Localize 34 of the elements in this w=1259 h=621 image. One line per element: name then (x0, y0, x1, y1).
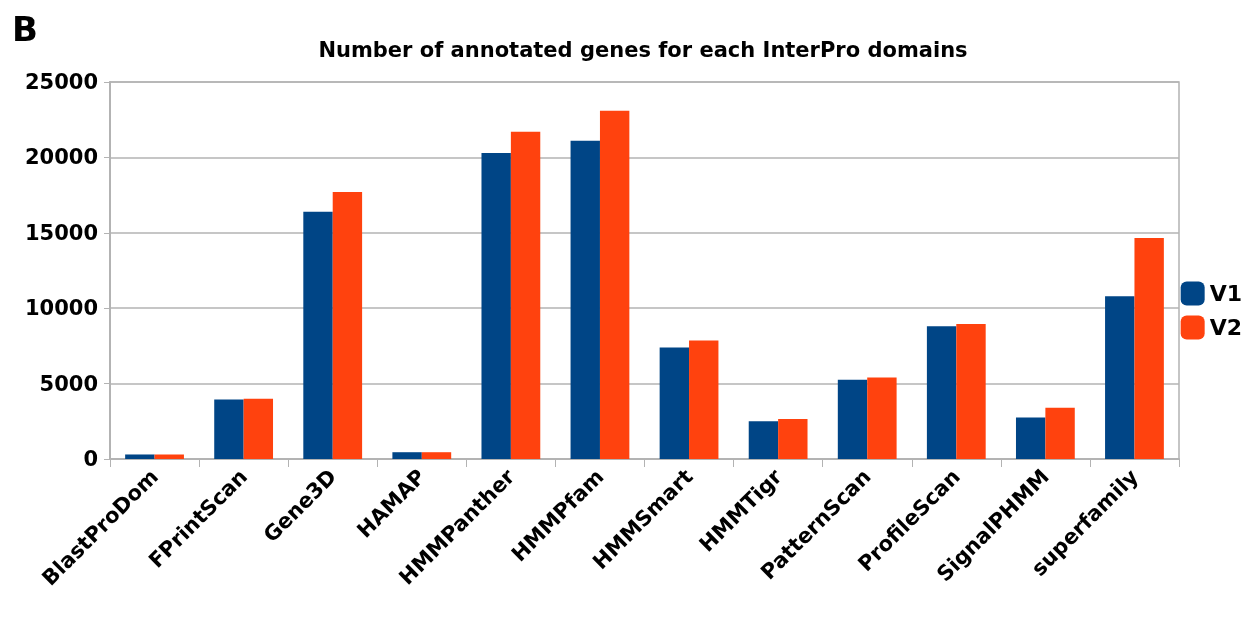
bar (867, 377, 897, 459)
bar (125, 454, 155, 459)
bar (421, 452, 452, 459)
bar (926, 326, 957, 459)
y-tick-label: 0 (83, 447, 98, 471)
bar (481, 152, 511, 459)
bar (570, 140, 600, 459)
bar (1015, 417, 1046, 459)
bar (214, 399, 244, 459)
bar (510, 131, 541, 459)
bar (689, 340, 719, 459)
y-tick-label: 5000 (39, 371, 98, 396)
y-tick-label: 20000 (24, 145, 98, 170)
bar (243, 398, 274, 459)
chart-title: Number of annotated genes for each InterPro domains (318, 37, 968, 62)
y-tick-label: 25000 (24, 70, 98, 94)
legend-label: V2 (1209, 315, 1243, 340)
bar (837, 379, 868, 459)
bar (1045, 407, 1075, 459)
bar (303, 211, 333, 459)
y-tick-label: 10000 (24, 296, 98, 321)
bar (956, 324, 986, 459)
bar (332, 192, 363, 459)
bar (659, 347, 690, 459)
bar (1134, 238, 1164, 459)
bar (599, 110, 630, 459)
text: B (12, 9, 38, 49)
bar (778, 419, 808, 459)
bar (748, 421, 779, 459)
bar (154, 454, 184, 459)
bar (392, 452, 422, 459)
legend-label: V1 (1209, 281, 1243, 306)
y-tick-label: 15000 (24, 220, 98, 245)
bar (1105, 296, 1135, 459)
